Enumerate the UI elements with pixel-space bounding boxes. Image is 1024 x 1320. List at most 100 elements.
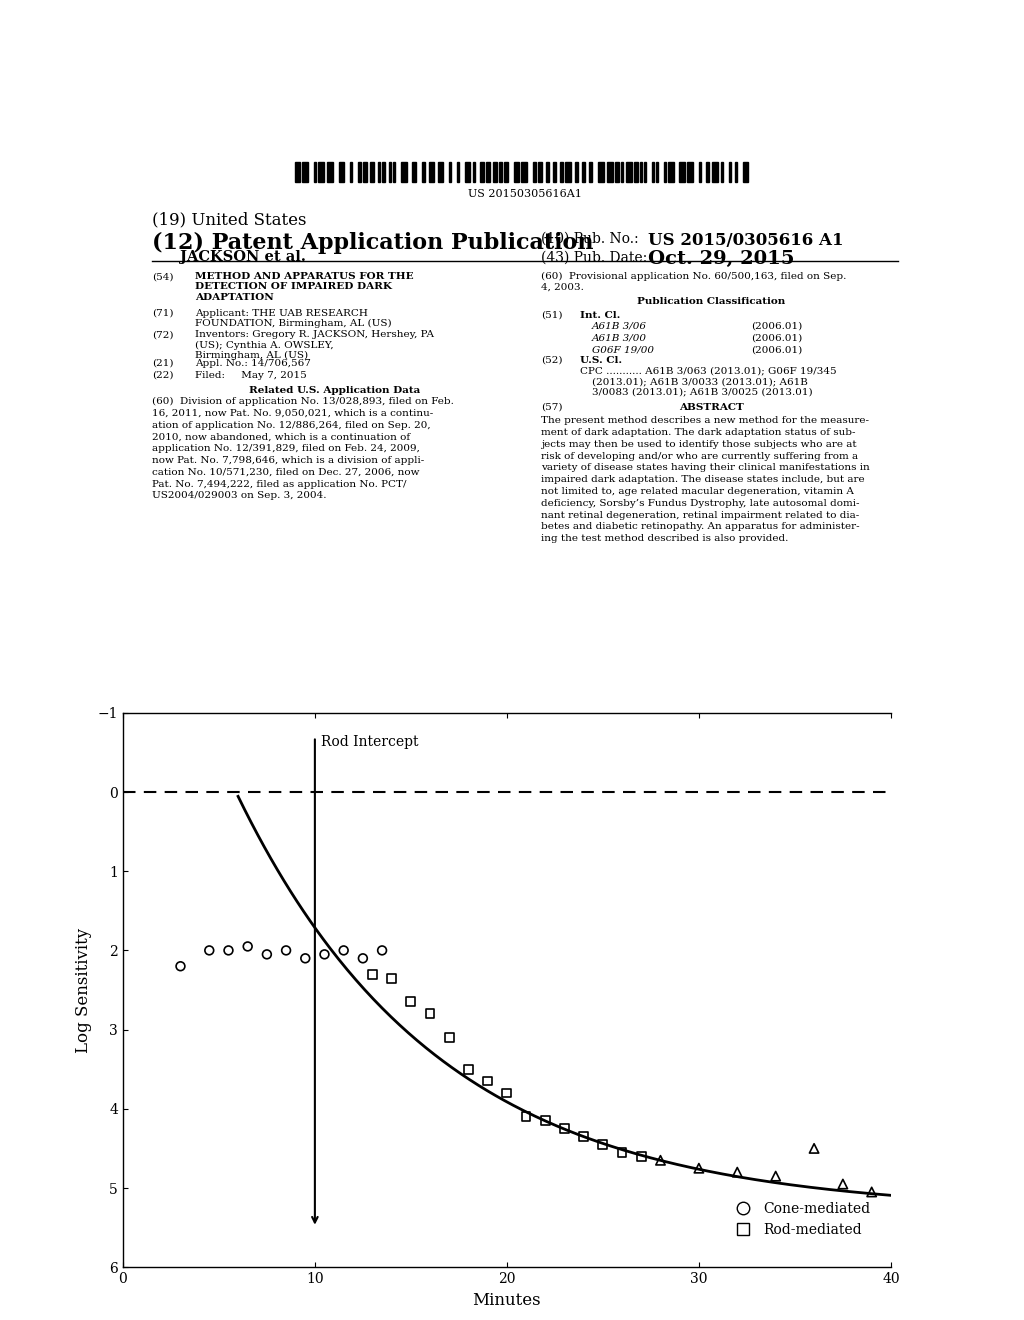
Y-axis label: Log Sensitivity: Log Sensitivity — [75, 928, 92, 1052]
Bar — [486, 162, 489, 182]
Text: U.S. Cl.: U.S. Cl. — [581, 356, 623, 364]
Text: (51): (51) — [541, 312, 562, 319]
Text: Inventors: Gregory R. JACKSON, Hershey, PA
(US); Cynthia A. OWSLEY,
Birmingham, : Inventors: Gregory R. JACKSON, Hershey, … — [196, 330, 434, 360]
Bar — [429, 162, 434, 182]
Point — [354, 948, 371, 969]
Text: (19) United States: (19) United States — [152, 211, 306, 228]
Text: The present method describes a new method for the measure-
ment of dark adaptati: The present method describes a new metho… — [541, 416, 869, 543]
Text: (12) Patent Application Publication: (12) Patent Application Publication — [152, 232, 593, 255]
Bar — [364, 162, 367, 182]
Point — [278, 940, 294, 961]
Bar — [680, 162, 685, 182]
Text: Publication Classification: Publication Classification — [637, 297, 785, 306]
Bar — [668, 162, 674, 182]
Bar — [339, 162, 344, 182]
Bar — [640, 162, 642, 182]
Text: (71): (71) — [152, 309, 173, 318]
Bar — [438, 162, 443, 182]
Text: (21): (21) — [152, 359, 173, 367]
Text: JACKSON et al.: JACKSON et al. — [179, 251, 305, 264]
Text: (2006.01): (2006.01) — [751, 322, 802, 331]
Text: (52): (52) — [541, 356, 562, 364]
Bar — [521, 162, 527, 182]
Text: CPC ........... A61B 3/063 (2013.01); G06F 19/345: CPC ........... A61B 3/063 (2013.01); G0… — [581, 367, 837, 375]
Bar — [553, 162, 556, 182]
Text: Oct. 29, 2015: Oct. 29, 2015 — [648, 251, 795, 268]
Bar — [302, 162, 308, 182]
Legend: Cone-mediated, Rod-mediated: Cone-mediated, Rod-mediated — [723, 1196, 877, 1242]
Bar — [378, 162, 380, 182]
Text: (2006.01): (2006.01) — [751, 334, 802, 342]
Bar — [371, 162, 374, 182]
X-axis label: Minutes: Minutes — [472, 1291, 542, 1308]
Bar — [615, 162, 618, 182]
Text: (72): (72) — [152, 330, 173, 339]
Point — [518, 1106, 535, 1127]
Point — [374, 940, 390, 961]
Bar — [565, 162, 571, 182]
Point — [422, 1003, 438, 1024]
Point — [538, 1110, 554, 1131]
Bar — [582, 162, 586, 182]
Bar — [499, 162, 503, 182]
Point — [201, 940, 217, 961]
Bar — [546, 162, 549, 182]
Bar — [357, 162, 361, 182]
Text: (2013.01); A61B 3/0033 (2013.01); A61B: (2013.01); A61B 3/0033 (2013.01); A61B — [592, 378, 808, 387]
Bar — [735, 162, 737, 182]
Text: A61B 3/06: A61B 3/06 — [592, 322, 647, 331]
Text: 3/0083 (2013.01); A61B 3/0025 (2013.01): 3/0083 (2013.01); A61B 3/0025 (2013.01) — [592, 388, 813, 397]
Bar — [413, 162, 416, 182]
Bar — [313, 162, 316, 182]
Bar — [539, 162, 542, 182]
Text: METHOD AND APPARATUS FOR THE
DETECTION OF IMPAIRED DARK
ADAPTATION: METHOD AND APPARATUS FOR THE DETECTION O… — [196, 272, 414, 302]
Bar — [472, 162, 475, 182]
Point — [441, 1027, 458, 1048]
Bar — [393, 162, 395, 182]
Text: ABSTRACT: ABSTRACT — [679, 403, 743, 412]
Bar — [687, 162, 693, 182]
Text: G06F 19/00: G06F 19/00 — [592, 345, 654, 354]
Bar — [494, 162, 497, 182]
Point — [768, 1166, 784, 1187]
Bar — [644, 162, 646, 182]
Text: (57): (57) — [541, 403, 562, 412]
Text: (60)  Provisional application No. 60/500,163, filed on Sep.
4, 2003.: (60) Provisional application No. 60/500,… — [541, 272, 846, 292]
Bar — [350, 162, 352, 182]
Bar — [656, 162, 658, 182]
Bar — [712, 162, 718, 182]
Point — [691, 1158, 708, 1179]
Bar — [318, 162, 324, 182]
Bar — [480, 162, 484, 182]
Bar — [574, 162, 579, 182]
Text: (22): (22) — [152, 371, 173, 380]
Bar — [382, 162, 385, 182]
Point — [806, 1138, 822, 1159]
Bar — [295, 162, 300, 182]
Bar — [514, 162, 519, 182]
Point — [595, 1134, 611, 1155]
Text: (43) Pub. Date:: (43) Pub. Date: — [541, 251, 647, 264]
Bar — [560, 162, 563, 182]
Text: US 20150305616A1: US 20150305616A1 — [468, 189, 582, 199]
Point — [863, 1181, 880, 1203]
Bar — [450, 162, 452, 182]
Point — [240, 936, 256, 957]
Text: Related U.S. Application Data: Related U.S. Application Data — [249, 385, 420, 395]
Point — [384, 968, 400, 989]
Bar — [698, 162, 700, 182]
Bar — [652, 162, 654, 182]
Bar — [422, 162, 425, 182]
Bar — [465, 162, 470, 182]
Bar — [589, 162, 592, 182]
Point — [316, 944, 333, 965]
Text: US 2015/0305616 A1: US 2015/0305616 A1 — [648, 232, 844, 249]
Point — [172, 956, 188, 977]
Point — [336, 940, 352, 961]
Bar — [532, 162, 537, 182]
Bar — [634, 162, 638, 182]
Text: Filed:     May 7, 2015: Filed: May 7, 2015 — [196, 371, 307, 380]
Bar — [707, 162, 709, 182]
Bar — [401, 162, 407, 182]
Point — [259, 944, 275, 965]
